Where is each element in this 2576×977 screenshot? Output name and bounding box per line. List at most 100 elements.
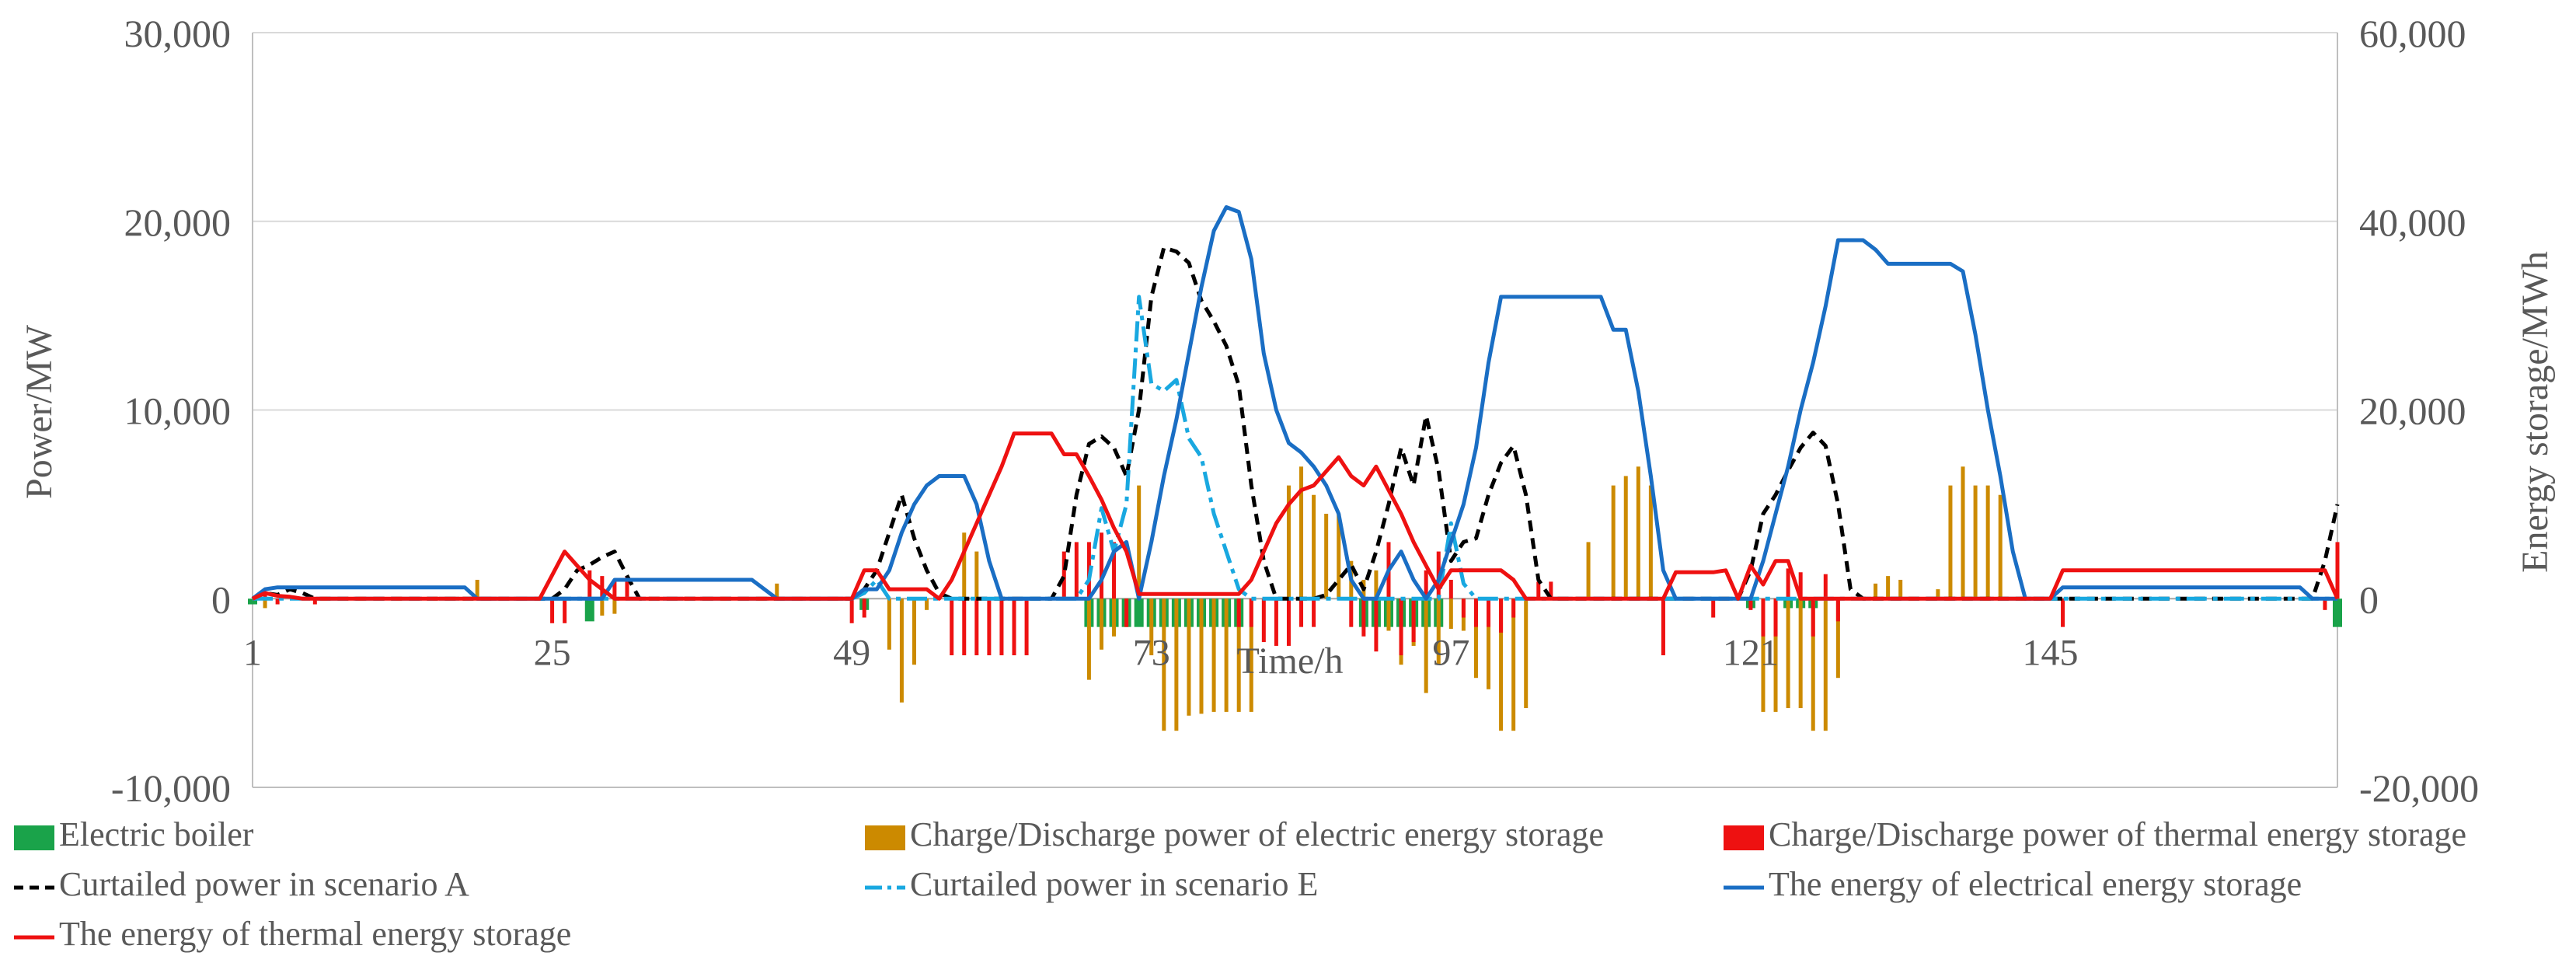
bar — [2061, 598, 2065, 627]
bar — [584, 598, 594, 622]
bar — [1761, 598, 1766, 712]
legend-label: Curtailed power in scenario E — [910, 865, 1318, 903]
bar — [1786, 568, 1790, 599]
legend-item: Curtailed power in scenario A — [14, 865, 469, 903]
bar — [1124, 598, 1129, 627]
tick-labels: -10,000 0 10,000 20,000 30,000 -20,000 0 20,000… — [111, 12, 2479, 810]
bar — [1448, 579, 1453, 599]
bar — [1236, 598, 1241, 627]
bar — [1711, 598, 1716, 618]
legend-swatch — [14, 825, 54, 850]
legend-swatch — [865, 825, 905, 850]
legend-label: Charge/Discharge power of electric energ… — [910, 815, 1604, 853]
legend-item: The energy of electrical energy storage — [1724, 865, 2302, 903]
bar — [563, 598, 567, 623]
bar — [1748, 598, 1753, 610]
legend-item: Charge/Discharge power of electric energ… — [865, 815, 1604, 853]
bar — [1024, 598, 1029, 656]
bar — [1586, 542, 1591, 599]
bar — [2335, 542, 2340, 599]
bar — [1536, 581, 1541, 599]
bar — [1199, 598, 1204, 714]
bar — [1299, 598, 1304, 627]
bar — [1773, 598, 1778, 637]
bar-group — [248, 598, 2342, 627]
bar — [612, 598, 617, 614]
legend-label: Curtailed power in scenario A — [59, 865, 469, 903]
bar — [1511, 598, 1516, 731]
x-tick-label: 121 — [1723, 632, 1779, 673]
bar — [1249, 598, 1253, 712]
bar — [1648, 485, 1653, 599]
bar — [887, 598, 891, 650]
bar — [1286, 485, 1291, 599]
bar-series — [248, 466, 2342, 731]
bar — [1312, 494, 1316, 599]
bar — [1811, 598, 1815, 637]
bar — [1012, 598, 1016, 656]
line-series — [251, 205, 2340, 601]
bar — [912, 598, 916, 665]
bar — [1149, 598, 1154, 656]
bar — [849, 598, 854, 623]
bar — [1324, 514, 1329, 599]
bar — [248, 598, 257, 605]
x-tick-label: 25 — [534, 632, 571, 673]
bar — [1349, 598, 1354, 627]
bar — [775, 583, 779, 599]
bar — [600, 598, 605, 616]
legend-label: The energy of thermal energy storage — [59, 915, 571, 953]
bar — [1374, 598, 1379, 652]
bar — [1436, 598, 1441, 665]
bar — [1623, 476, 1628, 599]
bar — [1998, 494, 2003, 599]
bar — [950, 598, 954, 656]
legend: Electric boiler Charge/Discharge power of… — [14, 815, 2466, 953]
x-tick-label: 145 — [2022, 632, 2078, 673]
bar — [1973, 485, 1978, 599]
bar — [1499, 598, 1504, 633]
bar — [974, 551, 979, 599]
bar — [587, 570, 592, 599]
y2-tick-label: 60,000 — [2359, 12, 2466, 55]
bar — [550, 598, 555, 623]
bar — [1174, 598, 1179, 731]
bar — [1224, 598, 1229, 712]
bar — [1473, 598, 1478, 679]
bar — [1274, 598, 1278, 646]
bar — [1399, 598, 1403, 656]
bar — [2323, 598, 2327, 610]
bar — [1112, 598, 1117, 637]
bar — [1798, 598, 1803, 709]
x-tick-label: 97 — [1432, 632, 1469, 673]
bar — [263, 592, 267, 599]
bar — [899, 598, 904, 703]
bar — [1424, 598, 1428, 693]
x-tick-label: 49 — [833, 632, 870, 673]
legend-item: The energy of thermal energy storage — [14, 915, 571, 953]
bar — [1823, 574, 1828, 599]
y-tick-label: 30,000 — [124, 12, 232, 55]
bar — [1961, 466, 1965, 599]
bar — [1661, 598, 1665, 656]
bar — [1948, 485, 1953, 599]
bar — [1337, 514, 1341, 599]
bar — [275, 598, 280, 605]
bar — [612, 579, 617, 599]
bar — [1786, 598, 1790, 709]
bar — [1898, 579, 1903, 599]
bar — [1835, 598, 1840, 679]
bar — [1137, 485, 1142, 599]
bar — [1835, 598, 1840, 622]
bar — [1074, 542, 1079, 599]
bar — [1299, 466, 1304, 599]
legend-item: Curtailed power in scenario E — [865, 865, 1318, 903]
bar — [962, 598, 967, 656]
bar — [263, 598, 267, 609]
bar — [1261, 598, 1266, 643]
x-tick-label: 1 — [243, 632, 262, 673]
y2-tick-label: -20,000 — [2359, 766, 2479, 810]
bar — [974, 598, 979, 656]
x-tick-label: 73 — [1133, 632, 1170, 673]
